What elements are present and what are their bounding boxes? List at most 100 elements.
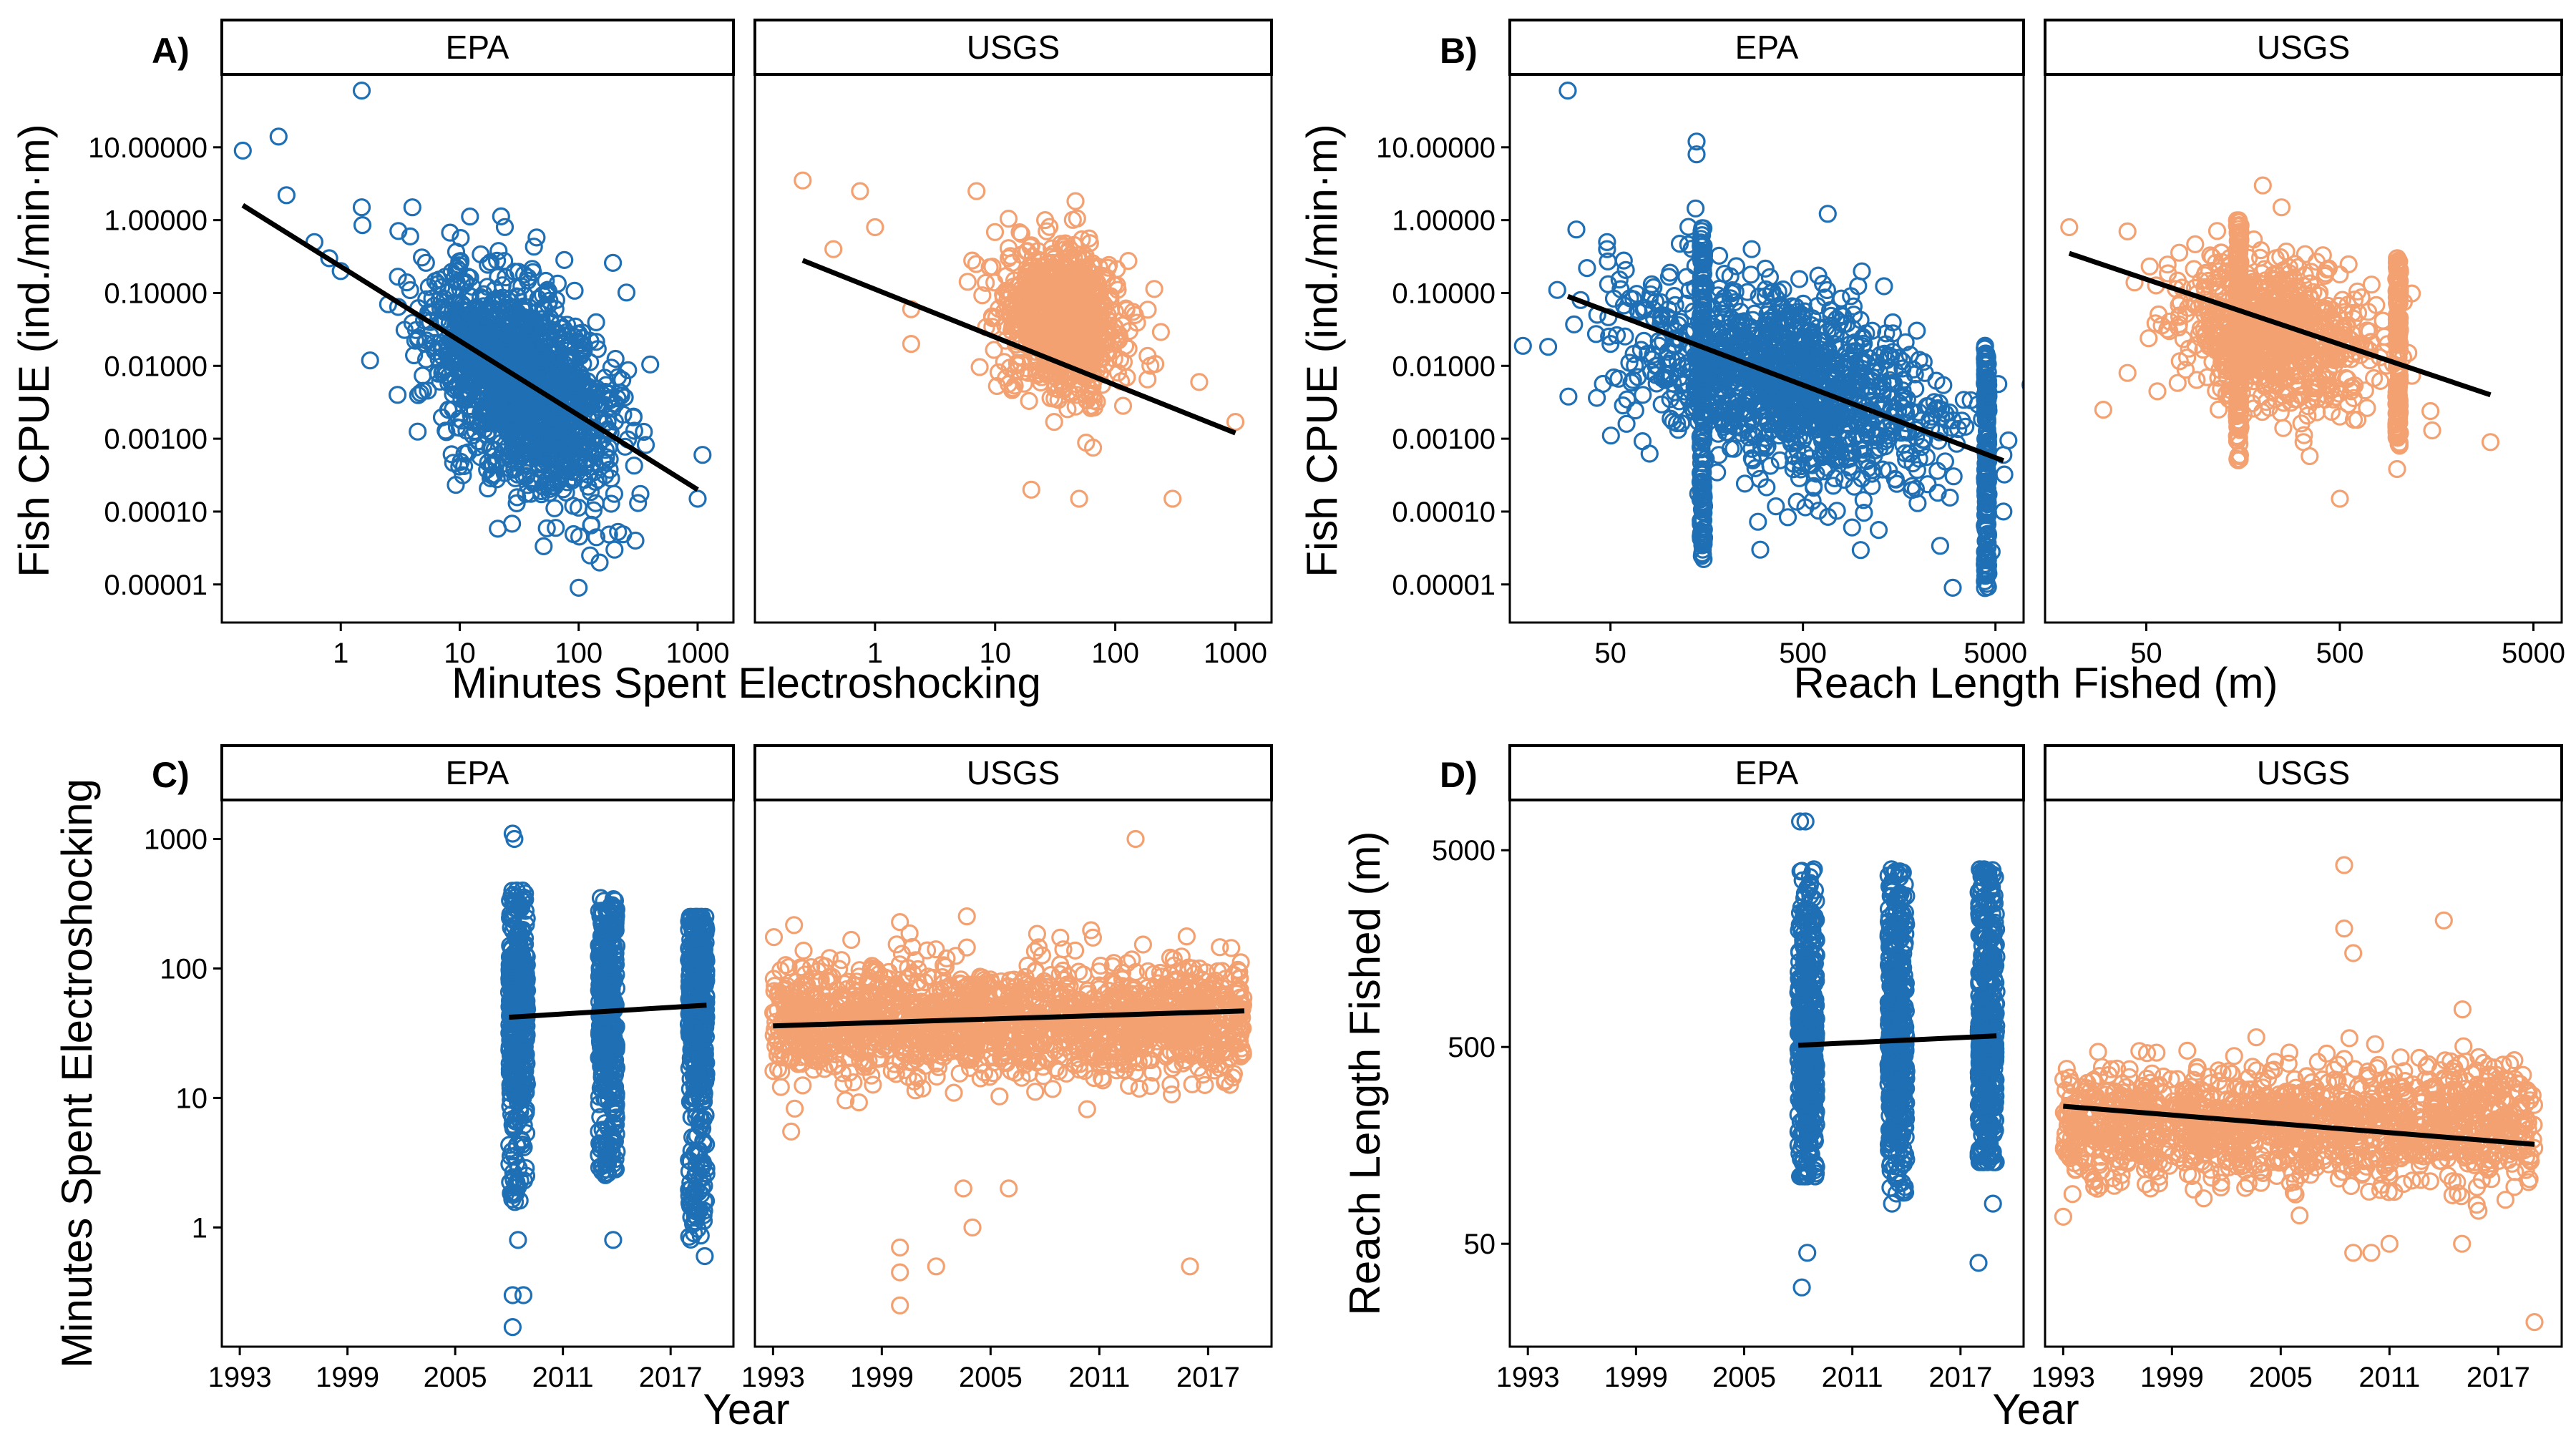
- strip-label: EPA: [446, 29, 509, 66]
- data-point: [2278, 303, 2296, 322]
- data-point: [1858, 452, 1876, 471]
- data-point: [2179, 298, 2197, 317]
- data-point: [1040, 218, 1059, 236]
- data-point: [1944, 467, 1963, 486]
- data-point: [1063, 210, 1082, 229]
- data-point: [1825, 469, 1844, 488]
- data-point: [586, 472, 605, 491]
- data-point: [1976, 513, 1996, 532]
- data-point: [582, 516, 600, 535]
- data-point: [2146, 314, 2165, 333]
- data-point: [421, 313, 439, 331]
- strip-d-epa: EPA: [1508, 744, 2025, 801]
- data-point: [1088, 392, 1106, 411]
- data-point: [1979, 386, 1997, 405]
- data-point: [532, 318, 552, 337]
- data-point: [1749, 512, 1767, 531]
- data-point: [1712, 411, 1731, 431]
- data-point: [1567, 220, 1586, 239]
- data-point: [2276, 280, 2295, 299]
- data-point: [549, 361, 567, 379]
- data-point: [447, 418, 467, 436]
- x-tick-label: 1000: [1204, 638, 1267, 669]
- data-point: [2266, 338, 2285, 356]
- data-point: [2255, 377, 2274, 396]
- data-point: [1852, 431, 1870, 449]
- y-axis-title-b: Fish CPUE (ind./min·m): [1298, 124, 1346, 577]
- data-point: [2339, 395, 2358, 414]
- data-point: [542, 456, 561, 474]
- data-point: [999, 249, 1018, 268]
- data-point: [1780, 322, 1800, 341]
- data-point: [980, 258, 999, 277]
- data-point: [2294, 433, 2313, 452]
- data-point: [602, 358, 620, 377]
- data-point: [1851, 541, 1870, 560]
- data-point: [1931, 400, 1951, 419]
- y-tick-label: 1.00000: [1392, 205, 1496, 237]
- data-point: [1005, 316, 1024, 335]
- data-point: [1715, 381, 1734, 400]
- data-point: [582, 393, 601, 411]
- data-point: [1878, 426, 1897, 445]
- data-point: [2421, 401, 2440, 421]
- data-point: [1659, 354, 1677, 373]
- data-point: [1005, 271, 1024, 290]
- data-point: [1084, 345, 1103, 364]
- data-point: [1940, 403, 1958, 421]
- outlier-point: [570, 578, 588, 597]
- data-point: [1979, 564, 1997, 582]
- panel-tag-c: C): [152, 755, 190, 795]
- data-point: [1877, 324, 1896, 343]
- panel-tag-d: D): [1440, 755, 1478, 795]
- outlier-point: [1598, 233, 1616, 251]
- outlier-point: [1558, 81, 1577, 100]
- data-point: [1056, 286, 1075, 304]
- data-point: [1032, 301, 1050, 320]
- data-point: [1614, 251, 1633, 270]
- data-point: [2295, 426, 2313, 444]
- data-point: [1058, 400, 1077, 419]
- data-point: [1767, 415, 1785, 434]
- data-point: [605, 395, 624, 414]
- outlier-point: [1163, 489, 1182, 508]
- outlier-point: [590, 553, 609, 572]
- data-point: [516, 286, 535, 305]
- data-point: [983, 308, 1002, 328]
- data-point: [502, 420, 520, 439]
- data-point: [1828, 502, 1846, 520]
- y-tick-label: 0.00010: [104, 497, 208, 528]
- data-point: [1977, 521, 1996, 540]
- x-tick-label: 10: [444, 638, 476, 669]
- data-point: [1893, 381, 1912, 400]
- data-point: [2176, 361, 2195, 379]
- data-point: [449, 331, 467, 349]
- data-point: [1834, 307, 1853, 326]
- data-point: [1073, 230, 1091, 249]
- data-point: [1053, 379, 1073, 398]
- strip-label: USGS: [2257, 29, 2350, 66]
- data-point: [2308, 253, 2326, 271]
- data-point: [509, 263, 528, 281]
- y-tick-label: 0.01000: [1392, 351, 1496, 382]
- data-point: [2257, 358, 2275, 377]
- x-axis-title-d: Year: [1992, 1385, 2079, 1433]
- data-point: [2344, 410, 2363, 429]
- data-point: [605, 484, 624, 503]
- x-tick-label: 500: [1779, 638, 1827, 669]
- data-point: [1978, 422, 1996, 441]
- data-point: [489, 242, 508, 260]
- data-point: [985, 341, 1003, 359]
- strip-c-epa: EPA: [220, 744, 735, 801]
- y-tick-label: 0.01000: [104, 351, 208, 382]
- data-point: [1726, 334, 1745, 353]
- data-point: [1513, 336, 1532, 355]
- data-point: [1620, 353, 1639, 372]
- data-point: [1742, 439, 1761, 458]
- data-point: [1875, 437, 1895, 456]
- data-point: [1873, 385, 1892, 404]
- data-point: [1920, 397, 1938, 416]
- panel-border: [753, 73, 1273, 624]
- data-point: [1873, 460, 1892, 479]
- data-point: [1751, 372, 1770, 391]
